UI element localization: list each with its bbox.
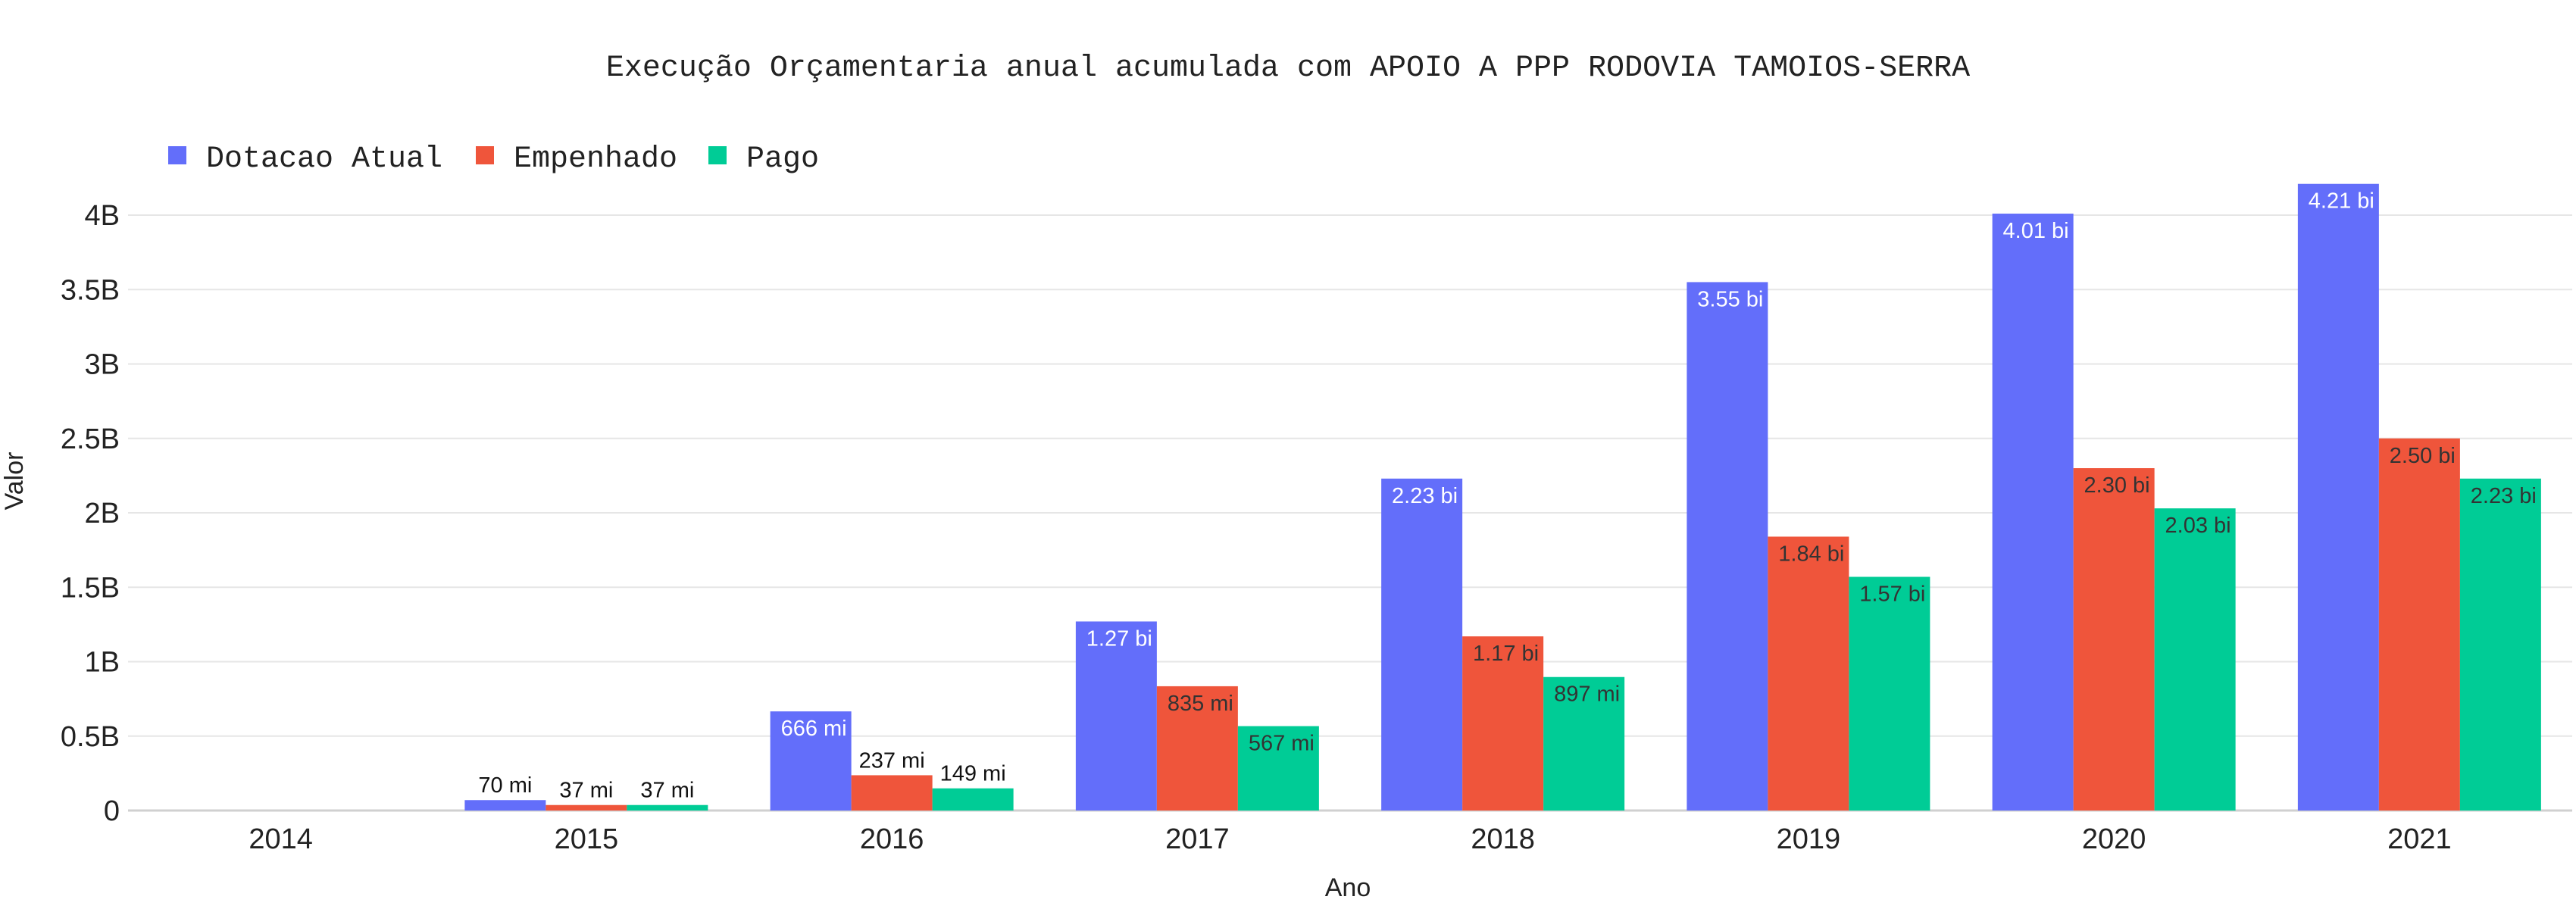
bar-dotacao-atual-2018[interactable] (1381, 478, 1463, 811)
legend-item-empenhado[interactable]: Empenhado (476, 142, 677, 176)
x-tick-label: 2019 (1777, 823, 1841, 855)
x-tick-label: 2017 (1165, 823, 1230, 855)
legend[interactable]: Dotacao Atual Empenhado Pago (168, 142, 819, 176)
bar-value-label: 2.23 bi (2471, 484, 2537, 508)
bar-dotacao-atual-2017[interactable] (1075, 621, 1157, 811)
x-tick-label: 2016 (860, 823, 924, 855)
y-tick-label: 0.5B (61, 721, 120, 753)
bar-pago-2017[interactable] (1237, 726, 1319, 811)
y-tick-label: 0 (104, 795, 120, 827)
bar-dotacao-atual-2015[interactable] (464, 800, 546, 811)
bar-value-label: 3.55 bi (1697, 287, 1763, 311)
x-axis-title: Ano (1325, 873, 1371, 902)
chart-title: Execução Orçamentaria anual acumulada co… (606, 52, 1970, 86)
bar-empenhado-2020[interactable] (2073, 468, 2155, 811)
bar-pago-2019[interactable] (1849, 576, 1930, 811)
bar-pago-2016[interactable] (932, 788, 1014, 811)
bar-value-label: 2.23 bi (1392, 484, 1458, 508)
legend-swatch (708, 146, 727, 164)
bar-value-label: 1.57 bi (1859, 582, 1925, 606)
bar-dotacao-atual-2016[interactable] (770, 711, 852, 811)
bar-labels: 70 mi 666 mi 1.27 bi 2.23 bi 3.55 bi 4.01 bi 4… (478, 189, 2536, 803)
y-tick-label: 4B (85, 200, 120, 232)
bar-empenhado-2016[interactable] (851, 775, 933, 811)
y-axis-ticks: 0 0.5B 1B 1.5B 2B 2.5B 3B 3.5B 4B (61, 200, 120, 827)
bar-value-label: 567 mi (1249, 732, 1315, 756)
y-tick-label: 1B (85, 647, 120, 679)
bar-value-label: 4.01 bi (2003, 219, 2069, 243)
bar-empenhado-2019[interactable] (1768, 536, 1849, 811)
bar-dotacao-atual-2020[interactable] (1992, 214, 2074, 811)
legend-item-dotacao-atual[interactable]: Dotacao Atual (168, 142, 442, 176)
bar-value-label: 149 mi (940, 762, 1006, 786)
legend-item-pago[interactable]: Pago (708, 142, 819, 176)
bar-value-label: 835 mi (1168, 692, 1233, 716)
bar-value-label: 897 mi (1554, 683, 1620, 707)
bars (464, 183, 2541, 811)
bar-pago-2020[interactable] (2154, 508, 2236, 811)
bar-value-label: 237 mi (859, 748, 925, 773)
x-tick-label: 2020 (2082, 823, 2146, 855)
y-tick-label: 2.5B (61, 423, 120, 455)
bar-value-label: 37 mi (559, 779, 613, 803)
x-axis-ticks: 2014 2015 2016 2017 2018 2019 2020 2021 (249, 823, 2451, 855)
legend-swatch (476, 146, 494, 164)
bar-value-label: 70 mi (478, 773, 532, 798)
bar-value-label: 1.84 bi (1778, 542, 1844, 566)
y-tick-label: 3.5B (61, 274, 120, 306)
legend-label: Empenhado (514, 142, 677, 176)
bar-value-label: 2.50 bi (2390, 444, 2456, 468)
bar-pago-2018[interactable] (1543, 676, 1625, 811)
y-tick-label: 1.5B (61, 572, 120, 604)
bar-value-label: 4.21 bi (2309, 189, 2374, 214)
bar-value-label: 666 mi (781, 717, 847, 741)
bar-dotacao-atual-2019[interactable] (1687, 282, 1768, 811)
bar-value-label: 2.03 bi (2165, 514, 2231, 538)
bar-empenhado-2015[interactable] (546, 804, 627, 811)
bar-pago-2015[interactable] (627, 804, 708, 811)
legend-swatch (168, 146, 186, 164)
bar-value-label: 37 mi (640, 779, 694, 803)
bar-empenhado-2018[interactable] (1462, 636, 1544, 811)
x-tick-label: 2018 (1471, 823, 1535, 855)
legend-label: Pago (746, 142, 819, 176)
bar-empenhado-2021[interactable] (2378, 438, 2460, 811)
bar-pago-2021[interactable] (2459, 478, 2541, 811)
bar-empenhado-2017[interactable] (1156, 686, 1238, 811)
y-axis-title: Valor (0, 452, 29, 511)
legend-label: Dotacao Atual (206, 142, 442, 176)
bar-dotacao-atual-2021[interactable] (2297, 183, 2379, 811)
bar-value-label: 2.30 bi (2084, 473, 2150, 498)
bar-value-label: 1.27 bi (1086, 626, 1152, 651)
y-tick-label: 2B (85, 498, 120, 529)
x-tick-label: 2021 (2387, 823, 2452, 855)
y-tick-label: 3B (85, 349, 120, 381)
x-tick-label: 2015 (555, 823, 619, 855)
x-tick-label: 2014 (249, 823, 313, 855)
bar-value-label: 1.17 bi (1473, 642, 1539, 666)
